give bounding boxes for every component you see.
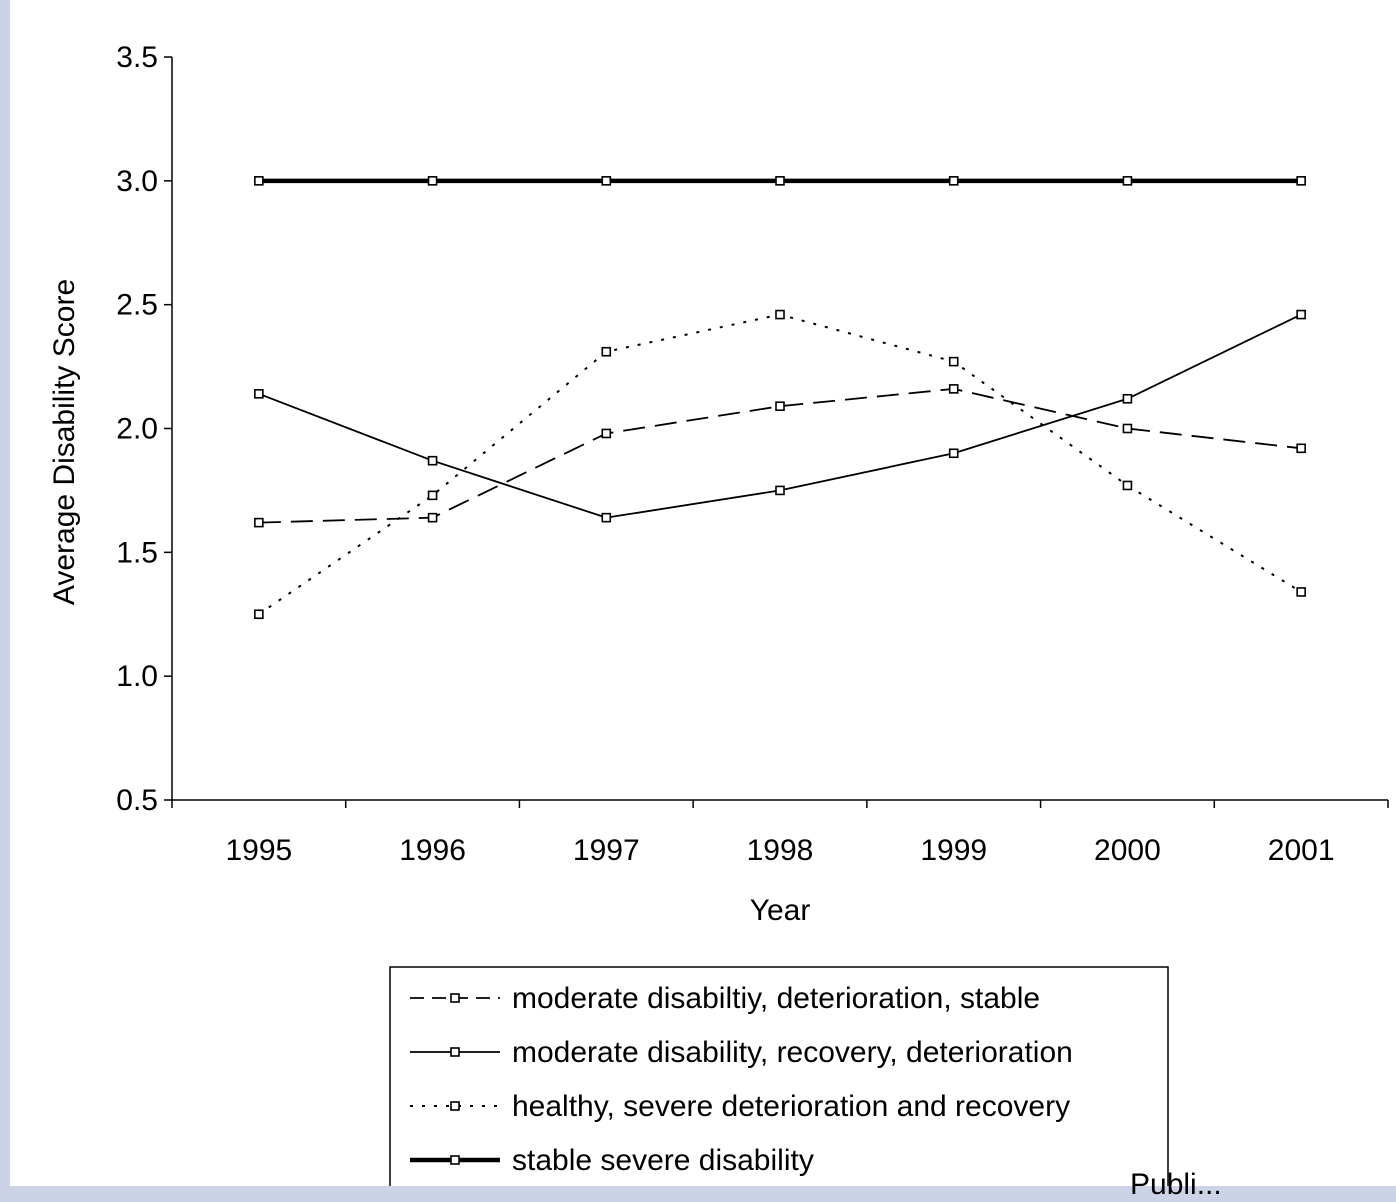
legend-marker [450, 1155, 460, 1165]
y-tick-label: 1.5 [116, 536, 158, 569]
data-point [1122, 423, 1133, 434]
data-point [1122, 480, 1133, 491]
legend-marker [450, 1101, 460, 1111]
data-point [1122, 393, 1133, 404]
data-point [601, 428, 612, 439]
y-axis-label: Average Disability Score [48, 279, 81, 605]
legend: moderate disabiltiy, deterioration, stab… [389, 966, 1169, 1186]
data-point [601, 512, 612, 523]
data-point [775, 401, 785, 412]
data-point [948, 448, 959, 459]
line-chart: 3.53.02.52.01.51.00.5 1995 1996 1997 1998 19… [48, 41, 1389, 1186]
footer-text: Publi... [1130, 1168, 1222, 1201]
data-point [948, 356, 959, 367]
data-point [948, 384, 959, 394]
y-ticks: 3.5 3.0 2.5 2.0 1.5 1.0 0.5 [116, 41, 172, 817]
y-tick-label: 0.5 [116, 784, 158, 817]
data-point [1122, 176, 1133, 186]
x-axis-label: Year [750, 894, 811, 927]
data-point [775, 176, 785, 186]
y-tick-label: 2.0 [116, 413, 158, 446]
series-markers [254, 176, 1306, 620]
legend-label-3: healthy, severe deterioration and recove… [512, 1090, 1070, 1123]
x-tick-label: 2001 [1268, 834, 1335, 867]
legend-marker [450, 1047, 460, 1057]
chart-frame: 3.5 3.0 2.5 2.0 1.5 1.0 0.5 1995 1996 1997 1998 19… [10, 0, 1396, 1201]
x-tick-label: 2000 [1094, 834, 1161, 867]
data-point [948, 176, 959, 186]
y-tick-label: 3.0 [116, 165, 158, 198]
data-point [1296, 587, 1306, 597]
data-point [254, 517, 264, 528]
legend-label-2: moderate disability, recovery, deteriora… [512, 1036, 1073, 1069]
data-point [601, 176, 612, 186]
data-point [775, 485, 785, 496]
y-tick-label: 3.5 [116, 41, 158, 74]
data-point [1296, 176, 1306, 186]
data-point [775, 309, 785, 320]
legend-label-1: moderate disabiltiy, deterioration, stab… [512, 982, 1040, 1015]
legend-items: moderate disabiltiy, deterioration, stab… [410, 982, 1073, 1177]
data-point [254, 389, 264, 399]
data-point [1296, 443, 1306, 454]
x-tick-label: 1995 [225, 834, 292, 867]
data-point [427, 512, 438, 523]
x-ticks: 1995 1996 1997 1998 1999 2000 2001 [171, 800, 1389, 867]
series-line-3 [258, 313, 1302, 616]
data-point [427, 490, 438, 501]
legend-label-4: stable severe disability [512, 1144, 814, 1177]
data-point [601, 346, 612, 357]
data-point [254, 176, 264, 186]
x-tick-label: 1997 [573, 834, 640, 867]
x-tick-label: 1999 [920, 834, 987, 867]
legend-marker [450, 993, 460, 1003]
data-point [427, 176, 438, 186]
y-tick-label: 1.0 [116, 660, 158, 693]
data-point [427, 455, 438, 466]
plot-area: 3.53.02.52.01.51.00.5 1995 1996 1997 1998 19… [48, 41, 1389, 927]
x-tick-label: 1996 [399, 834, 466, 867]
series-lines [258, 178, 1302, 616]
data-point [254, 609, 264, 620]
legend-box [389, 966, 1169, 1186]
x-tick-label: 1998 [747, 834, 814, 867]
y-tick-label: 2.5 [116, 289, 158, 322]
data-point [1296, 309, 1306, 320]
